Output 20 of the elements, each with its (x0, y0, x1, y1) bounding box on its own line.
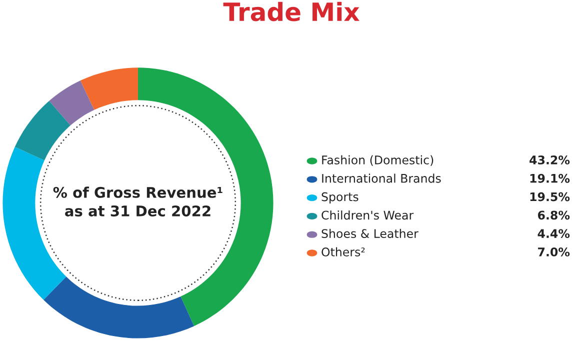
data-label: 43.2% (530, 155, 570, 164)
legend-label: Others² (322, 247, 365, 256)
legend-label: Shoes & Leather (322, 228, 418, 238)
text: % of Gross Revenue¹ as at 31 Dec 2022 (53, 186, 222, 216)
data-label: 6.8% (538, 210, 570, 220)
donut-slice (49, 80, 94, 126)
donut-slice (14, 100, 70, 160)
chart-title: Trade Mix (223, 2, 360, 22)
legend-label: Children's Wear (322, 210, 414, 220)
data-label: 4.4% (538, 229, 570, 238)
data-label: 19.5% (530, 192, 570, 202)
legend-label: Fashion (Domestic) (322, 155, 434, 166)
donut-slice (80, 68, 138, 110)
donut-slice (44, 276, 194, 338)
legend-label: Sports (322, 192, 358, 204)
data-label: 19.1% (530, 174, 570, 183)
data-label: 7.0% (538, 247, 570, 256)
legend-label: International Brands (322, 174, 441, 183)
donut-slice (2, 146, 66, 300)
donut-slice (138, 68, 274, 326)
